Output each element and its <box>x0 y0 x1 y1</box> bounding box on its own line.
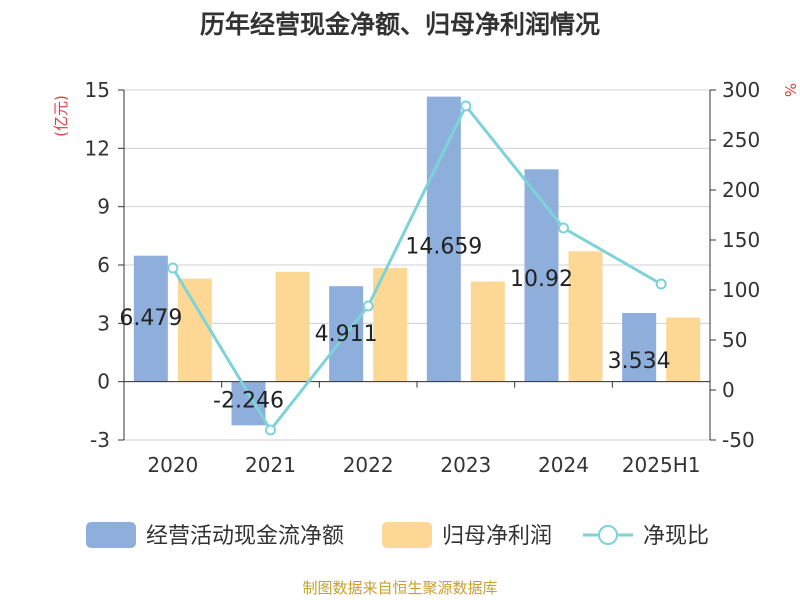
right-axis-tick-label: -50 <box>722 428 755 452</box>
right-axis-tick-label: 200 <box>722 178 760 202</box>
legend: 经营活动现金流净额 归母净利润 净现比 <box>86 522 709 549</box>
legend-label: 净现比 <box>643 524 709 549</box>
net-profit-bar <box>177 278 212 382</box>
x-axis-label: 2021 <box>245 453 296 477</box>
axes-layer: 15 12 9 6 3 0 -3 300 250 200 150 100 50 0 -50 2020 2021 2… <box>85 78 761 477</box>
source-footer: 制图数据来自恒生聚源数据库 <box>302 579 497 597</box>
net-profit-bar <box>470 281 505 382</box>
left-axis-tick-label: 6 <box>97 253 110 277</box>
cashflow-bar <box>622 312 657 382</box>
cashflow-value-label: 4.911 <box>315 322 378 347</box>
left-axis-tick-label: 15 <box>85 78 110 102</box>
left-axis-tick-label: 12 <box>85 136 110 160</box>
ratio-point <box>362 300 374 312</box>
x-axis-label: 2020 <box>147 453 198 477</box>
right-axis-tick-label: 150 <box>722 228 760 252</box>
cashflow-bar <box>426 96 461 382</box>
legend-label: 归母净利润 <box>442 524 552 549</box>
left-axis-tick-label: 9 <box>97 195 110 219</box>
data-labels-layer: 6.479 -2.246 4.911 14.659 10.92 3.534 <box>119 234 670 413</box>
cashflow-value-label: 10.92 <box>510 267 573 292</box>
ratio-line <box>171 103 662 433</box>
left-axis-tick-label: -3 <box>90 428 110 452</box>
left-axis-tick-label: 3 <box>97 311 110 335</box>
legend-swatch <box>382 522 432 548</box>
cashflow-bar <box>524 169 559 382</box>
ratio-point <box>655 278 667 290</box>
left-axis-tick-label: 0 <box>97 370 110 394</box>
right-axis-tick-label: 0 <box>722 378 735 402</box>
bars-layer <box>133 96 701 426</box>
x-axis-label: 2023 <box>440 453 491 477</box>
right-axis-tick-label: 100 <box>722 278 760 302</box>
legend-marker <box>598 525 618 545</box>
right-axis-tick-label: 50 <box>722 328 747 352</box>
cashflow-value-label: -2.246 <box>213 388 284 413</box>
ratio-point <box>558 222 569 234</box>
net-profit-bar <box>568 251 603 382</box>
right-axis-tick-label: 300 <box>722 78 760 102</box>
cashflow-bar <box>231 381 266 426</box>
ratio-line-layer <box>167 100 667 436</box>
net-profit-bar <box>275 271 310 382</box>
left-axis-unit: (亿元) <box>52 95 70 137</box>
cashflow-value-label: 3.534 <box>608 349 671 374</box>
x-axis-label: 2024 <box>538 453 589 477</box>
x-axis-label: 2025H1 <box>622 453 701 477</box>
right-axis-tick-label: 250 <box>722 128 760 152</box>
ratio-point <box>167 262 179 274</box>
ratio-point <box>265 424 276 436</box>
legend-label: 经营活动现金流净额 <box>146 524 344 549</box>
ratio-point <box>460 100 472 112</box>
legend-swatch <box>86 522 136 548</box>
cashflow-bar <box>133 255 168 382</box>
x-axis-label: 2022 <box>343 453 394 477</box>
chart-title: 历年经营现金净额、归母净利润情况 <box>200 10 600 39</box>
cashflow-value-label: 6.479 <box>119 306 182 331</box>
right-axis-unit: % <box>781 83 799 97</box>
net-profit-bar <box>666 317 701 382</box>
cashflow-value-label: 14.659 <box>405 234 482 259</box>
